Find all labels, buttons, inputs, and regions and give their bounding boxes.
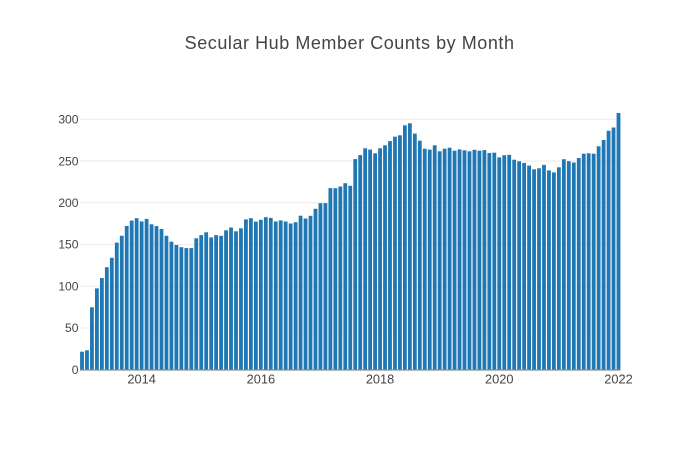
svg-text:300: 300 [58,113,78,127]
svg-text:2018: 2018 [366,371,394,386]
svg-text:0: 0 [72,363,79,377]
svg-text:200: 200 [58,196,78,210]
svg-text:100: 100 [58,279,78,293]
svg-text:50: 50 [65,321,79,335]
svg-text:2014: 2014 [127,371,155,386]
svg-text:2016: 2016 [247,371,275,386]
svg-text:2022: 2022 [604,371,632,386]
svg-text:150: 150 [58,238,78,252]
svg-text:Secular Hub Member Counts by M: Secular Hub Member Counts by Month [185,33,515,53]
svg-text:250: 250 [58,154,78,168]
svg-text:2020: 2020 [485,371,513,386]
